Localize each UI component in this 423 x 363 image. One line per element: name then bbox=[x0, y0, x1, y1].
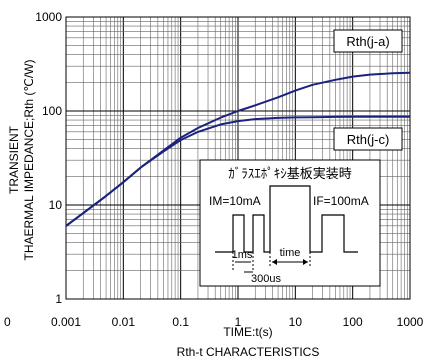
y-tick-label: 1 bbox=[55, 292, 62, 306]
inset-time-label: time bbox=[280, 247, 301, 259]
x-tick-label: 0.01 bbox=[112, 315, 136, 329]
inset-ms-label: 1ms bbox=[232, 249, 253, 261]
inset-arrowhead-left bbox=[272, 259, 277, 265]
y-tick-labels: 1 10 100 1000 bbox=[35, 10, 62, 306]
y-axis-title-line-1: TRANSIENT bbox=[7, 125, 21, 194]
y-axis-title-line-2: THAERMAL IMPEDANCE;Rth (℃/W) bbox=[22, 59, 36, 260]
inset-if-label: IF=100mA bbox=[313, 194, 369, 208]
y-tick-label: 100 bbox=[42, 104, 62, 118]
legend-label-rth-j-c: Rth(j-c) bbox=[347, 132, 390, 147]
x-tick-label: 100 bbox=[343, 315, 363, 329]
y-axis-title: TRANSIENT THAERMAL IMPEDANCE;Rth (℃/W) bbox=[7, 59, 36, 260]
y-tick-label: 10 bbox=[49, 198, 63, 212]
x-tick-label: 0.001 bbox=[51, 315, 81, 329]
inset-pulse-waveform bbox=[215, 185, 358, 253]
inset-title: ｶﾞﾗｽｴﾎﾟｷｼ基板実装時 bbox=[228, 166, 352, 181]
x-tick-label: 0.1 bbox=[172, 315, 189, 329]
inset-arrowhead-right bbox=[303, 259, 308, 265]
legend-rth-j-a: Rth(j-a) bbox=[333, 29, 403, 53]
inset-us-label: 300us bbox=[251, 273, 281, 285]
stray-zero-label: 0 bbox=[4, 315, 11, 329]
inset-box: ｶﾞﾗｽｴﾎﾟｷｼ基板実装時 IM=10mA IF=100mA 1ms time… bbox=[199, 159, 381, 287]
legend-label-rth-j-a: Rth(j-a) bbox=[346, 34, 389, 49]
chart-title: Rth-t CHARACTERISTICS bbox=[177, 345, 320, 359]
x-tick-label: 1000 bbox=[397, 315, 423, 329]
series-line-rth-j-c- bbox=[65, 115, 410, 227]
plot-frame bbox=[65, 16, 411, 300]
legend-rth-j-c: Rth(j-c) bbox=[333, 127, 403, 151]
x-tick-labels: 0.001 0.01 0.1 1 10 100 1000 bbox=[51, 315, 423, 329]
y-tick-label: 1000 bbox=[35, 10, 62, 24]
x-tick-label: 1 bbox=[235, 315, 242, 329]
series-curves bbox=[65, 71, 411, 227]
inset-im-label: IM=10mA bbox=[209, 194, 261, 208]
x-axis-title: TIME:t(s) bbox=[223, 325, 272, 339]
x-tick-label: 10 bbox=[289, 315, 303, 329]
